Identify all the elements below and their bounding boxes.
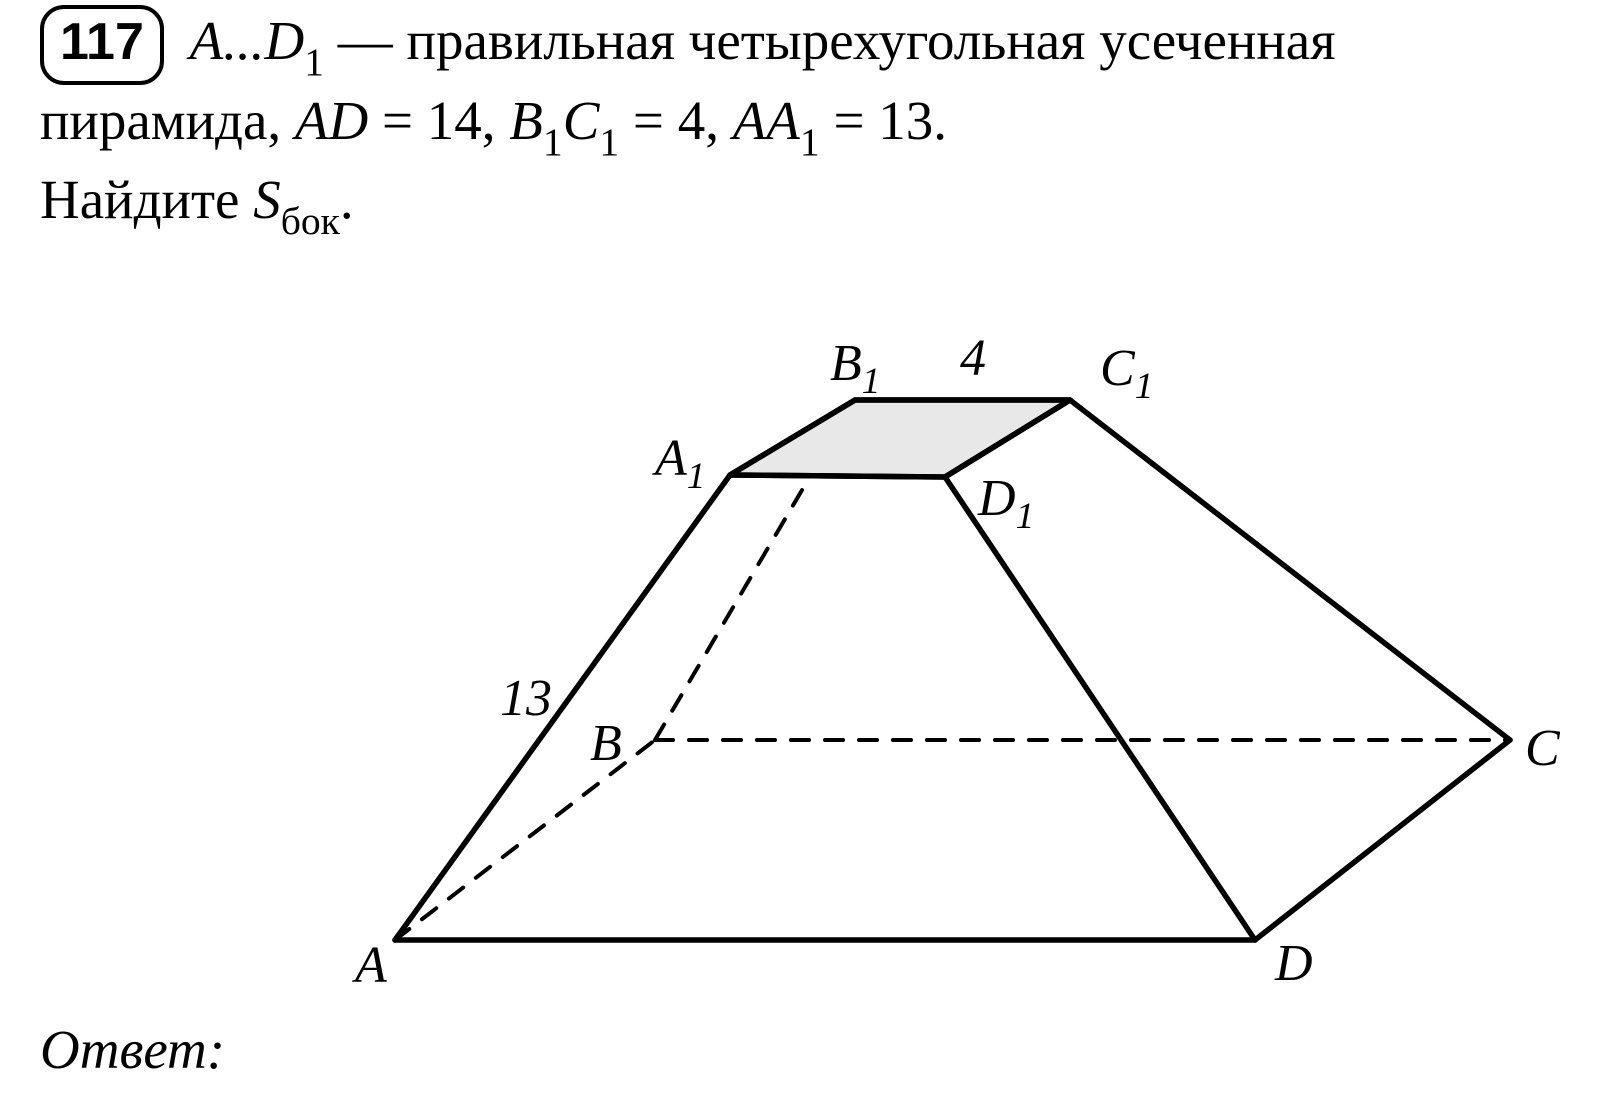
svg-text:A1: A1 — [652, 430, 705, 497]
answer-label: Ответ: — [40, 1018, 225, 1081]
svg-text:B1: B1 — [830, 335, 880, 402]
problem-statement: 117 A...D1 — правильная четырехугольная … — [40, 5, 1560, 244]
svg-text:D1: D1 — [977, 470, 1034, 537]
svg-text:C1: C1 — [1100, 340, 1153, 407]
svg-text:D: D — [1274, 935, 1313, 992]
figure-frustum: A D C B A1 B1 C1 D1 4 13 — [300, 300, 1560, 1000]
svg-text:C: C — [1525, 720, 1560, 777]
svg-text:13: 13 — [500, 670, 552, 727]
svg-text:B: B — [590, 715, 622, 772]
svg-text:4: 4 — [960, 330, 986, 387]
svg-text:A: A — [352, 937, 387, 994]
problem-number: 117 — [40, 5, 164, 85]
text-segment: A...D1 — правильная четырехугольная усеч… — [40, 10, 1336, 230]
